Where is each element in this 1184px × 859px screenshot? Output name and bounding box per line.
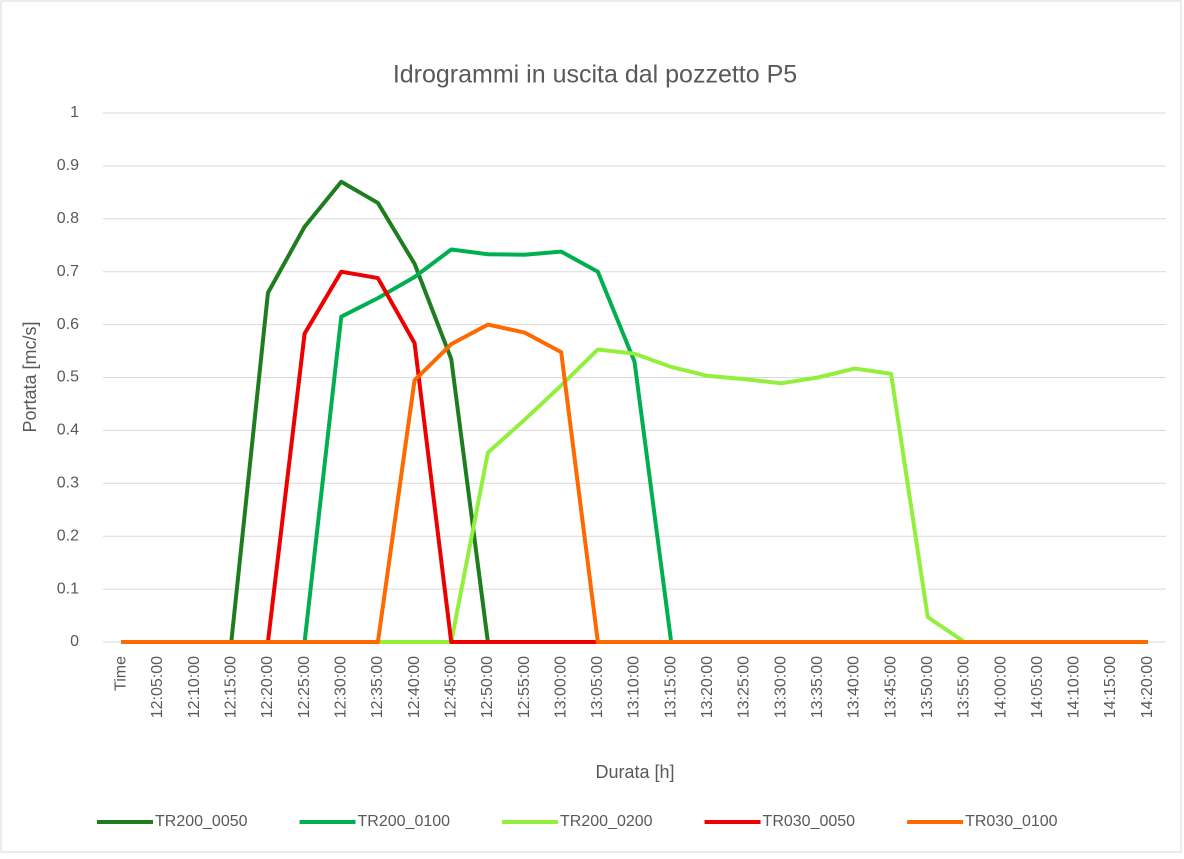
x-tick-label: 14:00:00 xyxy=(992,656,1009,718)
x-tick-label: 13:20:00 xyxy=(699,656,716,718)
y-tick-label: 1 xyxy=(70,104,79,121)
x-tick-label: Time xyxy=(113,656,130,691)
x-tick-label: 13:25:00 xyxy=(736,656,753,718)
x-tick-label: 12:40:00 xyxy=(406,656,423,718)
x-tick-label: 12:05:00 xyxy=(149,656,166,718)
x-tick-label: 13:00:00 xyxy=(552,656,569,718)
y-tick-label: 0 xyxy=(70,633,79,650)
y-tick-label: 0.3 xyxy=(57,475,79,492)
x-tick-label: 14:05:00 xyxy=(1029,656,1046,718)
x-tick-label: 12:30:00 xyxy=(332,656,349,718)
x-tick-label: 14:10:00 xyxy=(1066,656,1083,718)
x-tick-label: 13:40:00 xyxy=(846,656,863,718)
y-tick-label: 0.4 xyxy=(57,422,79,439)
x-tick-label: 13:10:00 xyxy=(626,656,643,718)
x-axis-label: Durata [h] xyxy=(595,762,674,782)
y-tick-label: 0.8 xyxy=(57,210,79,227)
x-tick-label: 14:20:00 xyxy=(1139,656,1156,718)
x-tick-label: 13:35:00 xyxy=(809,656,826,718)
y-tick-label: 0.1 xyxy=(57,580,79,597)
x-tick-label: 13:30:00 xyxy=(772,656,789,718)
x-tick-label: 12:25:00 xyxy=(296,656,313,718)
data-line xyxy=(121,322,1148,644)
x-tick-label: 14:15:00 xyxy=(1102,656,1119,718)
x-tick-label: 13:15:00 xyxy=(662,656,679,718)
legend-label: TR030_0050 xyxy=(763,813,856,830)
legend-label: TR030_0100 xyxy=(965,813,1058,830)
chart-title: Idrogrammi in uscita dal pozzetto P5 xyxy=(393,61,797,89)
y-tick-label: 0.5 xyxy=(57,369,79,386)
x-tick-label: 13:05:00 xyxy=(589,656,606,718)
x-tick-label: 12:10:00 xyxy=(186,656,203,718)
y-tick-label: 0.2 xyxy=(57,527,79,544)
x-tick-label: 13:45:00 xyxy=(882,656,899,718)
y-axis-label: Portata [mc/s] xyxy=(20,321,40,432)
x-tick-label: 13:55:00 xyxy=(956,656,973,718)
y-tick-label: 0.9 xyxy=(57,157,79,174)
y-tick-label: 0.7 xyxy=(57,263,79,280)
x-tick-label: 12:35:00 xyxy=(369,656,386,718)
legend-label: TR200_0100 xyxy=(358,813,451,830)
x-tick-label: 13:50:00 xyxy=(919,656,936,718)
x-tick-label: 12:20:00 xyxy=(259,656,276,718)
legend-label: TR200_0050 xyxy=(155,813,248,830)
x-tick-label: 12:50:00 xyxy=(479,656,496,718)
y-tick-label: 0.6 xyxy=(57,316,79,333)
x-tick-label: 12:45:00 xyxy=(442,656,459,718)
x-tick-label: 12:15:00 xyxy=(223,656,240,718)
legend-label: TR200_0200 xyxy=(560,813,653,830)
x-tick-label: 12:55:00 xyxy=(516,656,533,718)
